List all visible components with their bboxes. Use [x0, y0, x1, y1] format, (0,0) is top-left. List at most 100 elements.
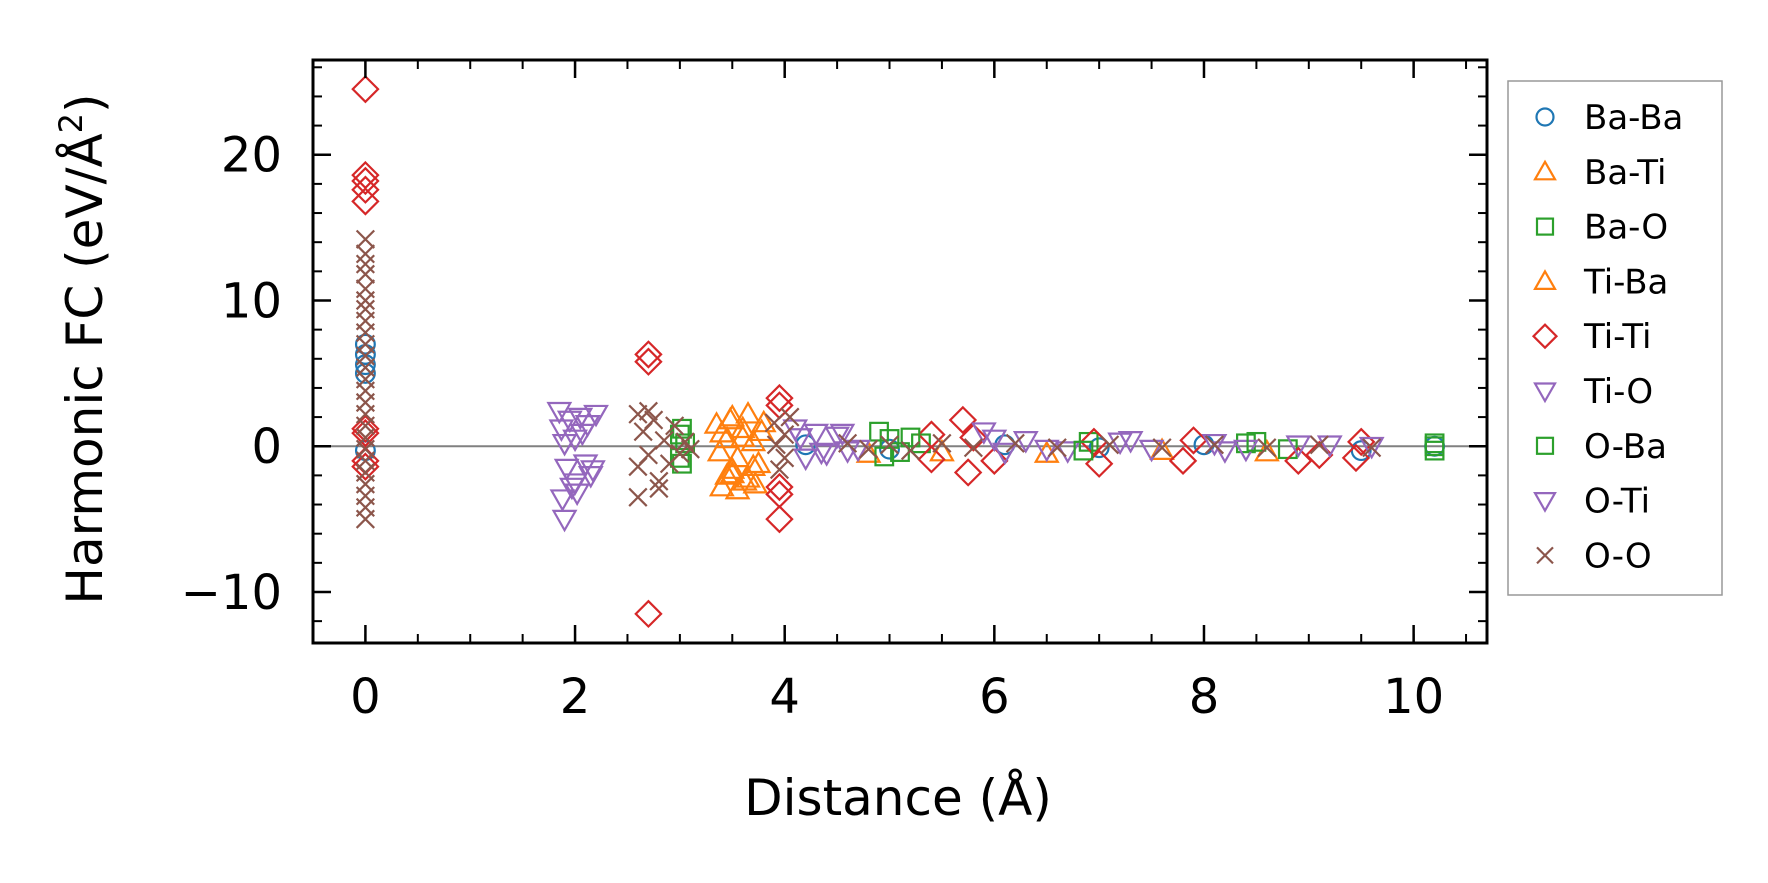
data-point — [900, 441, 921, 461]
data-point — [1047, 438, 1067, 458]
legend-marker — [1531, 323, 1559, 350]
legend-label: O-Ba — [1584, 427, 1667, 467]
data-point — [959, 423, 988, 452]
legend-entry: Ti-Ba — [1533, 262, 1668, 302]
data-point — [706, 438, 733, 462]
data-point — [792, 448, 819, 472]
data-point — [765, 504, 794, 534]
data-point — [644, 410, 664, 430]
data-point — [649, 471, 669, 491]
data-point — [634, 347, 663, 376]
legend-entry: Ba-Ba — [1535, 98, 1683, 138]
data-point — [729, 424, 756, 447]
data-point — [675, 433, 696, 454]
data-point — [355, 244, 375, 264]
data-point — [742, 470, 769, 494]
data-point — [1204, 435, 1225, 455]
data-point — [1284, 446, 1313, 476]
x-axis-label: Distance (Å) — [744, 769, 1052, 827]
data-point — [654, 430, 674, 450]
data-point — [719, 460, 746, 484]
y-tick-label: 10 — [221, 273, 282, 329]
data-point — [1088, 437, 1110, 459]
data-point — [1138, 439, 1165, 463]
data-point — [991, 442, 1018, 466]
data-point — [354, 333, 376, 355]
data-point — [1084, 449, 1114, 478]
data-point — [948, 405, 978, 435]
data-point — [553, 458, 580, 482]
data-point — [670, 443, 690, 464]
data-point — [731, 468, 758, 491]
legend-entry: Ba-O — [1535, 208, 1668, 248]
x-tick-label: 10 — [1383, 669, 1444, 725]
data-point — [351, 414, 380, 443]
y-axis-label-superscript: 2 — [52, 113, 90, 133]
legend: Ba-Ba Ba-Ti Ba-O Ti-Ba Ti-Ti Ti-O O-Ba O-Ti O-O — [1507, 80, 1723, 596]
data-point — [351, 187, 380, 216]
data-point — [638, 445, 659, 465]
data-point — [724, 444, 751, 468]
data-point — [981, 429, 1008, 453]
y-tick-label: 0 — [251, 419, 282, 475]
axes: 0 2 4 6 8 10 −10 0 10 20 — [181, 58, 1489, 725]
legend-marker — [1536, 546, 1554, 565]
plot-area — [313, 74, 1487, 629]
y-axis-label: Harmonic FC (eV/Å2) — [52, 93, 114, 604]
data-point — [765, 480, 794, 509]
data-point — [1424, 440, 1445, 461]
data-point — [1073, 440, 1094, 461]
data-point — [845, 439, 871, 463]
data-point — [1117, 431, 1144, 454]
series-o-ti — [548, 419, 1312, 507]
legend-entry: O-O — [1536, 536, 1652, 576]
data-point — [355, 509, 375, 529]
data-point — [780, 407, 800, 427]
x-tick-label: 0 — [350, 669, 381, 725]
legend-marker — [1535, 107, 1555, 127]
legend-marker — [1535, 436, 1555, 455]
data-point — [1012, 431, 1039, 454]
data-point — [1257, 438, 1277, 458]
legend-label: O-O — [1584, 536, 1652, 576]
data-point — [551, 433, 578, 457]
data-point — [803, 423, 830, 447]
y-tick-label: −10 — [181, 565, 282, 621]
legend-marker — [1533, 382, 1557, 404]
plot-frame — [311, 58, 1489, 645]
data-point — [970, 422, 997, 445]
data-point — [559, 477, 585, 501]
data-point — [548, 419, 575, 442]
data-point — [351, 452, 380, 481]
data-point — [1005, 433, 1025, 453]
data-point — [775, 424, 795, 445]
data-point — [717, 406, 744, 430]
data-point — [634, 599, 663, 629]
data-point — [714, 462, 740, 485]
data-point — [351, 74, 380, 104]
legend-label: Ti-Ti — [1583, 317, 1652, 357]
data-point — [564, 483, 591, 507]
data-point — [1100, 435, 1120, 455]
data-point — [549, 489, 576, 512]
legend-label: Ba-Ti — [1584, 153, 1666, 193]
data-point — [583, 404, 609, 428]
legend-entry: Ti-O — [1533, 372, 1653, 412]
x-tick-label: 4 — [769, 669, 800, 725]
data-point — [740, 453, 767, 476]
x-tick-label: 8 — [1189, 669, 1220, 725]
x-tick-label: 6 — [979, 669, 1010, 725]
data-point — [355, 229, 375, 249]
data-point — [355, 290, 375, 311]
data-point — [355, 264, 375, 284]
data-point — [1246, 431, 1267, 452]
data-point — [665, 416, 685, 436]
data-point — [953, 458, 983, 487]
data-point — [869, 421, 889, 442]
data-point — [1033, 439, 1060, 463]
y-axis-label-suffix: ) — [56, 93, 114, 113]
data-point — [911, 433, 931, 454]
data-point — [708, 473, 735, 497]
data-point — [829, 423, 856, 447]
data-point — [775, 448, 795, 468]
